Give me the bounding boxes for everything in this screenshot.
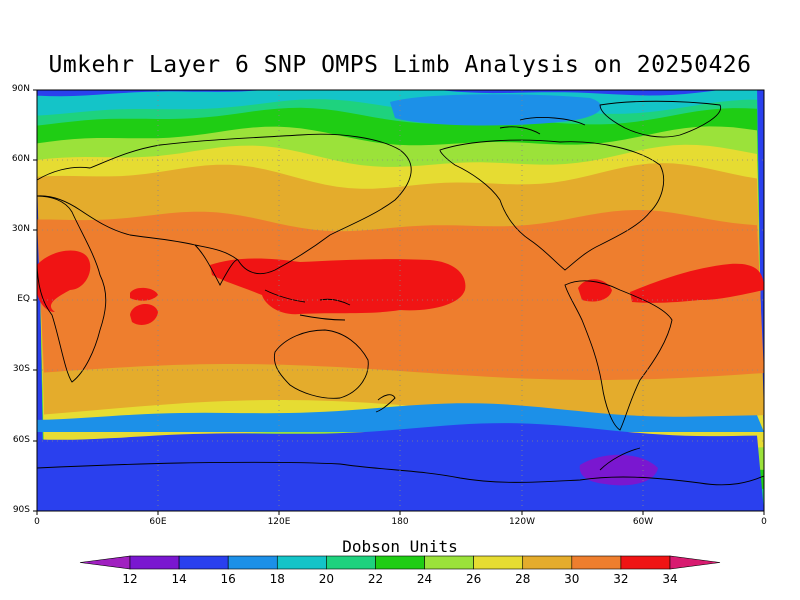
lat-label-90n: 90N (11, 84, 30, 94)
colorbar (79, 555, 721, 570)
colorbar-label: 12 (122, 572, 138, 586)
colorbar-swatch (522, 555, 573, 570)
colorbar-right-arrow (669, 555, 721, 570)
colorbar-swatch (473, 555, 524, 570)
lon-label-60w: 60W (632, 517, 654, 527)
colorbar-swatch (571, 555, 622, 570)
lon-label-0: 0 (34, 517, 40, 527)
colorbar-label: 28 (515, 572, 531, 586)
colorbar-label: 26 (465, 572, 482, 586)
colorbar-label: 16 (220, 572, 236, 586)
axis-ticks (33, 89, 765, 515)
colorbar-label: 20 (318, 572, 334, 586)
colorbar-swatch (129, 555, 180, 570)
lat-label-60s: 60S (12, 435, 30, 445)
colorbar-label: 14 (171, 572, 187, 586)
colorbar-label: 32 (613, 572, 629, 586)
tropical-max-atlantic (578, 279, 612, 302)
lon-label-120w: 120W (508, 517, 536, 527)
tropical-max-pacific (210, 258, 466, 315)
colorbar-label: 30 (564, 572, 580, 586)
colorbar-swatch (375, 555, 425, 570)
lat-label-eq: EQ (17, 294, 30, 304)
colorbar-swatch (620, 555, 671, 570)
colorbar-swatch (424, 555, 474, 570)
lat-label-30s: 30S (12, 364, 30, 374)
lat-label-30n: 30N (11, 224, 30, 234)
lon-label-60e: 60E (149, 517, 167, 527)
contour-band-south-polar (37, 423, 764, 511)
contour-band-south-18 (37, 403, 764, 432)
arctic-low (390, 94, 602, 126)
colorbar-label: 18 (269, 572, 285, 586)
coastlines (37, 100, 764, 486)
graticule (37, 90, 764, 511)
lat-label-60n: 60N (11, 154, 30, 164)
figure-title: Umkehr Layer 6 SNP OMPS Limb Analysis on… (48, 52, 752, 78)
colorbar-swatch (276, 555, 327, 570)
colorbar-left-arrow (79, 555, 131, 570)
colorbar-title: Dobson Units (342, 537, 458, 556)
colorbar-label: 22 (367, 572, 384, 586)
lon-label-120e: 120E (267, 517, 291, 527)
colorbar-label: 24 (416, 572, 433, 586)
colorbar-swatch (178, 555, 229, 570)
tropical-max-atlantic2 (630, 263, 764, 303)
contour-field (37, 90, 764, 511)
lon-label-180: 180 (391, 517, 409, 527)
tropical-max-indian (130, 287, 158, 325)
colorbar-label: 34 (662, 572, 678, 586)
tropical-max-africa (37, 250, 91, 312)
colorbar-swatch (227, 555, 278, 570)
lat-label-90s: 90S (12, 505, 30, 515)
colorbar-swatch (326, 555, 376, 570)
lon-label-0-end: 0 (761, 517, 767, 527)
